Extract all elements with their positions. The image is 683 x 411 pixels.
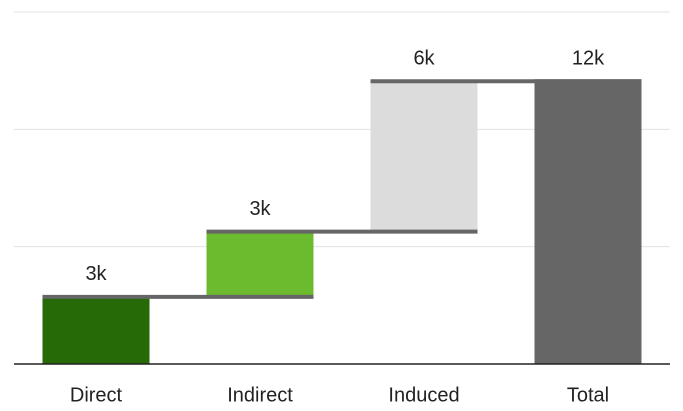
x-tick-label: Induced: [388, 384, 459, 406]
x-tick-label: Total: [567, 384, 609, 406]
value-label: 12k: [572, 48, 605, 70]
bar: [534, 81, 642, 364]
value-label: 3k: [85, 263, 107, 285]
bar: [42, 296, 150, 364]
value-label: 3k: [249, 198, 271, 220]
x-tick-label: Indirect: [227, 384, 293, 406]
x-tick-label: Direct: [70, 384, 123, 406]
bar: [206, 231, 314, 297]
bar: [370, 81, 478, 232]
value-label: 6k: [413, 48, 435, 70]
